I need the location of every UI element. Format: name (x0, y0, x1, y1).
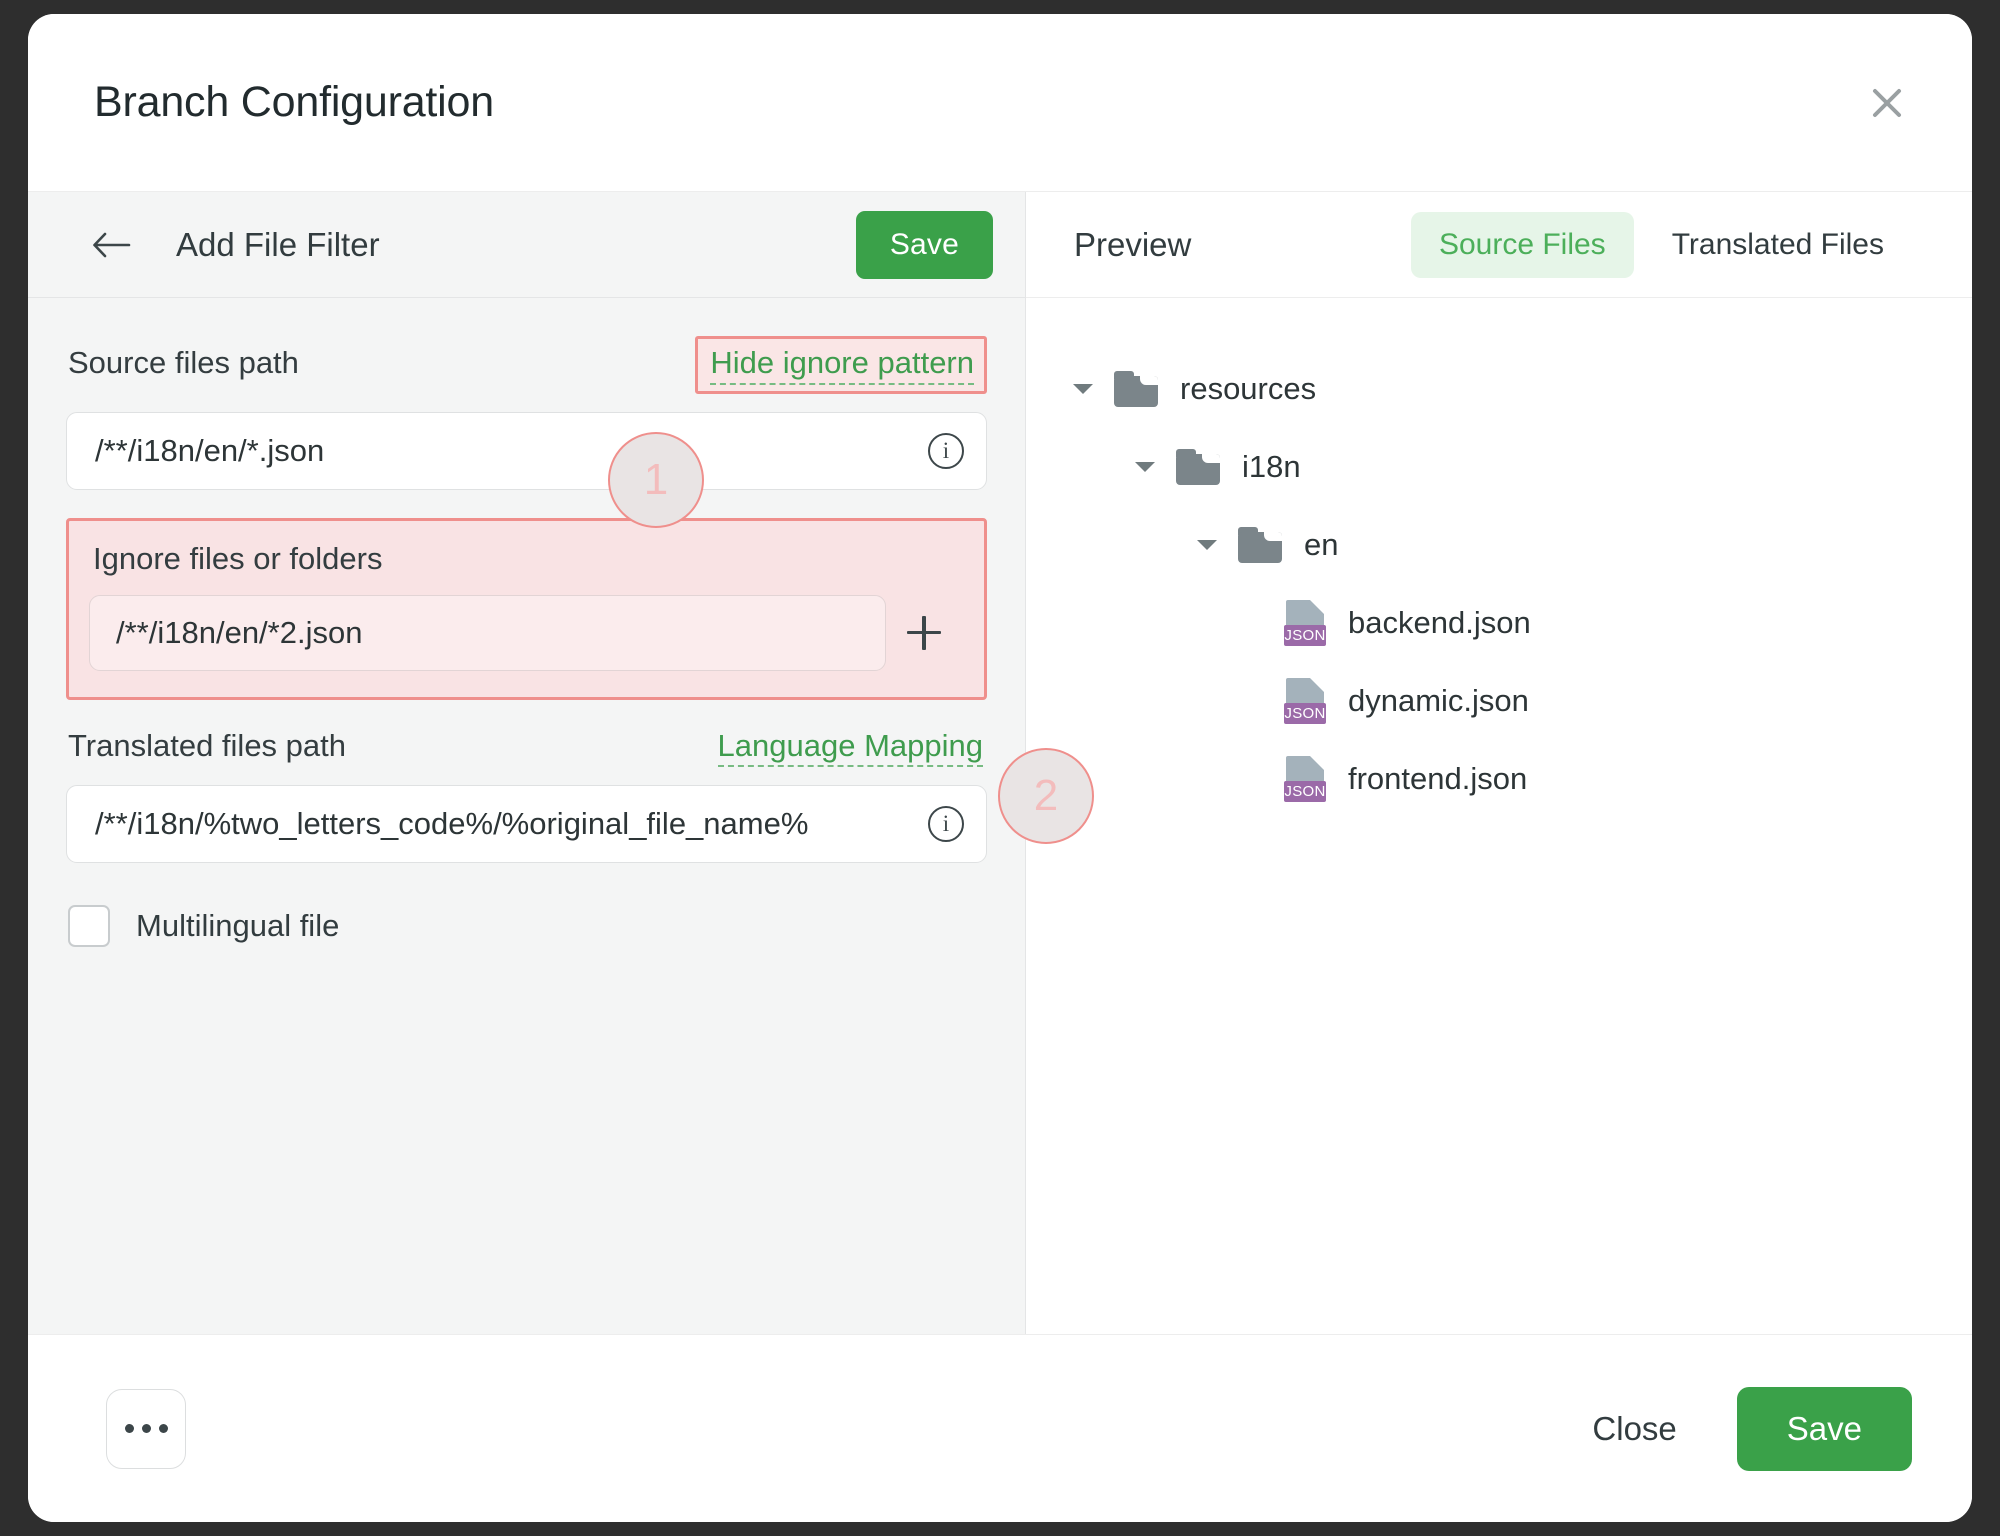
tree-node-dynamic-json[interactable]: JSON dynamic.json (1068, 662, 1972, 740)
info-icon[interactable]: i (928, 806, 964, 843)
folder-icon (1176, 449, 1220, 485)
save-button[interactable]: Save (1736, 1386, 1912, 1471)
translated-files-group: Translated files path Language Mapping /… (66, 728, 987, 864)
file-filter-title: Add File Filter (176, 225, 380, 263)
modal-footer: Close Save (28, 1334, 1972, 1522)
plus-icon[interactable] (886, 595, 962, 671)
page-title: Branch Configuration (94, 78, 494, 126)
tab-source-files[interactable]: Source Files (1410, 211, 1634, 278)
modal-body: Add File Filter Save Source files path H… (28, 192, 1972, 1334)
tree-node-i18n[interactable]: i18n (1068, 428, 1972, 506)
source-files-path-input[interactable]: /**/i18n/en/*.json i (66, 411, 987, 490)
multilingual-file-checkbox[interactable] (68, 905, 110, 948)
source-files-path-value: /**/i18n/en/*.json (95, 432, 325, 468)
json-file-icon: JSON (1284, 600, 1326, 646)
tree-node-label: en (1304, 527, 1339, 562)
source-files-label-row: Source files path Hide ignore pattern (66, 336, 987, 394)
tree-node-label: backend.json (1348, 605, 1531, 640)
close-icon[interactable] (1858, 74, 1916, 132)
chevron-down-icon[interactable] (1130, 452, 1160, 482)
modal-header: Branch Configuration (28, 14, 1972, 192)
tree-node-frontend-json[interactable]: JSON frontend.json (1068, 740, 1972, 818)
json-badge: JSON (1284, 781, 1326, 802)
translated-files-label-row: Translated files path Language Mapping (66, 728, 987, 768)
tree-node-label: resources (1180, 371, 1317, 406)
chevron-down-icon[interactable] (1068, 374, 1098, 404)
ignore-files-value: /**/i18n/en/*2.json (116, 614, 363, 650)
back-arrow-icon[interactable] (88, 222, 134, 268)
preview-tabs: Source Files Translated Files (1410, 211, 1912, 278)
folder-icon (1238, 527, 1282, 563)
json-badge: JSON (1284, 625, 1326, 646)
branch-configuration-modal: Branch Configuration Add File Filter Sav… (28, 14, 1972, 1522)
tree-node-resources[interactable]: resources (1068, 350, 1972, 428)
json-file-icon: JSON (1284, 756, 1326, 802)
multilingual-file-row[interactable]: Multilingual file (66, 905, 987, 948)
tree-node-en[interactable]: en (1068, 506, 1972, 584)
preview-header: Preview Source Files Translated Files (1026, 192, 1972, 298)
file-tree: resources i18n en (1026, 298, 1972, 1334)
ignore-files-label: Ignore files or folders (93, 540, 383, 576)
step-badge-2: 2 (998, 748, 1094, 844)
step-badge-1: 1 (608, 432, 704, 528)
preview-panel: Preview Source Files Translated Files re… (1026, 192, 1972, 1334)
source-files-label: Source files path (68, 345, 299, 380)
file-filter-form: Source files path Hide ignore pattern /*… (28, 298, 1025, 1334)
close-button[interactable]: Close (1586, 1409, 1682, 1449)
json-badge: JSON (1284, 703, 1326, 724)
hide-ignore-pattern-highlight: Hide ignore pattern (695, 336, 987, 394)
hide-ignore-pattern-link[interactable]: Hide ignore pattern (710, 346, 974, 385)
filter-save-button[interactable]: Save (855, 210, 993, 279)
preview-title: Preview (1074, 225, 1192, 263)
chevron-down-icon[interactable] (1192, 530, 1222, 560)
ignore-files-row: /**/i18n/en/*2.json (89, 594, 962, 671)
footer-actions: Close Save (1586, 1386, 1912, 1471)
file-filter-panel: Add File Filter Save Source files path H… (28, 192, 1026, 1334)
ellipsis-icon[interactable] (106, 1388, 186, 1469)
translated-files-path-value: /**/i18n/%two_letters_code%/%original_fi… (95, 806, 809, 842)
multilingual-file-label: Multilingual file (136, 908, 340, 944)
folder-icon (1114, 371, 1158, 407)
translated-files-label: Translated files path (68, 727, 347, 763)
ignore-files-input[interactable]: /**/i18n/en/*2.json (89, 594, 886, 671)
tree-node-label: dynamic.json (1348, 683, 1529, 718)
info-icon[interactable]: i (928, 432, 964, 469)
tree-node-label: frontend.json (1348, 761, 1528, 796)
ignore-files-section: Ignore files or folders /**/i18n/en/*2.j… (66, 517, 987, 700)
tab-translated-files[interactable]: Translated Files (1671, 227, 1884, 261)
language-mapping-link[interactable]: Language Mapping (717, 729, 983, 768)
translated-files-path-input[interactable]: /**/i18n/%two_letters_code%/%original_fi… (66, 785, 987, 864)
json-file-icon: JSON (1284, 678, 1326, 724)
tree-node-backend-json[interactable]: JSON backend.json (1068, 584, 1972, 662)
file-filter-toolbar: Add File Filter Save (28, 192, 1025, 298)
tree-node-label: i18n (1242, 449, 1301, 484)
